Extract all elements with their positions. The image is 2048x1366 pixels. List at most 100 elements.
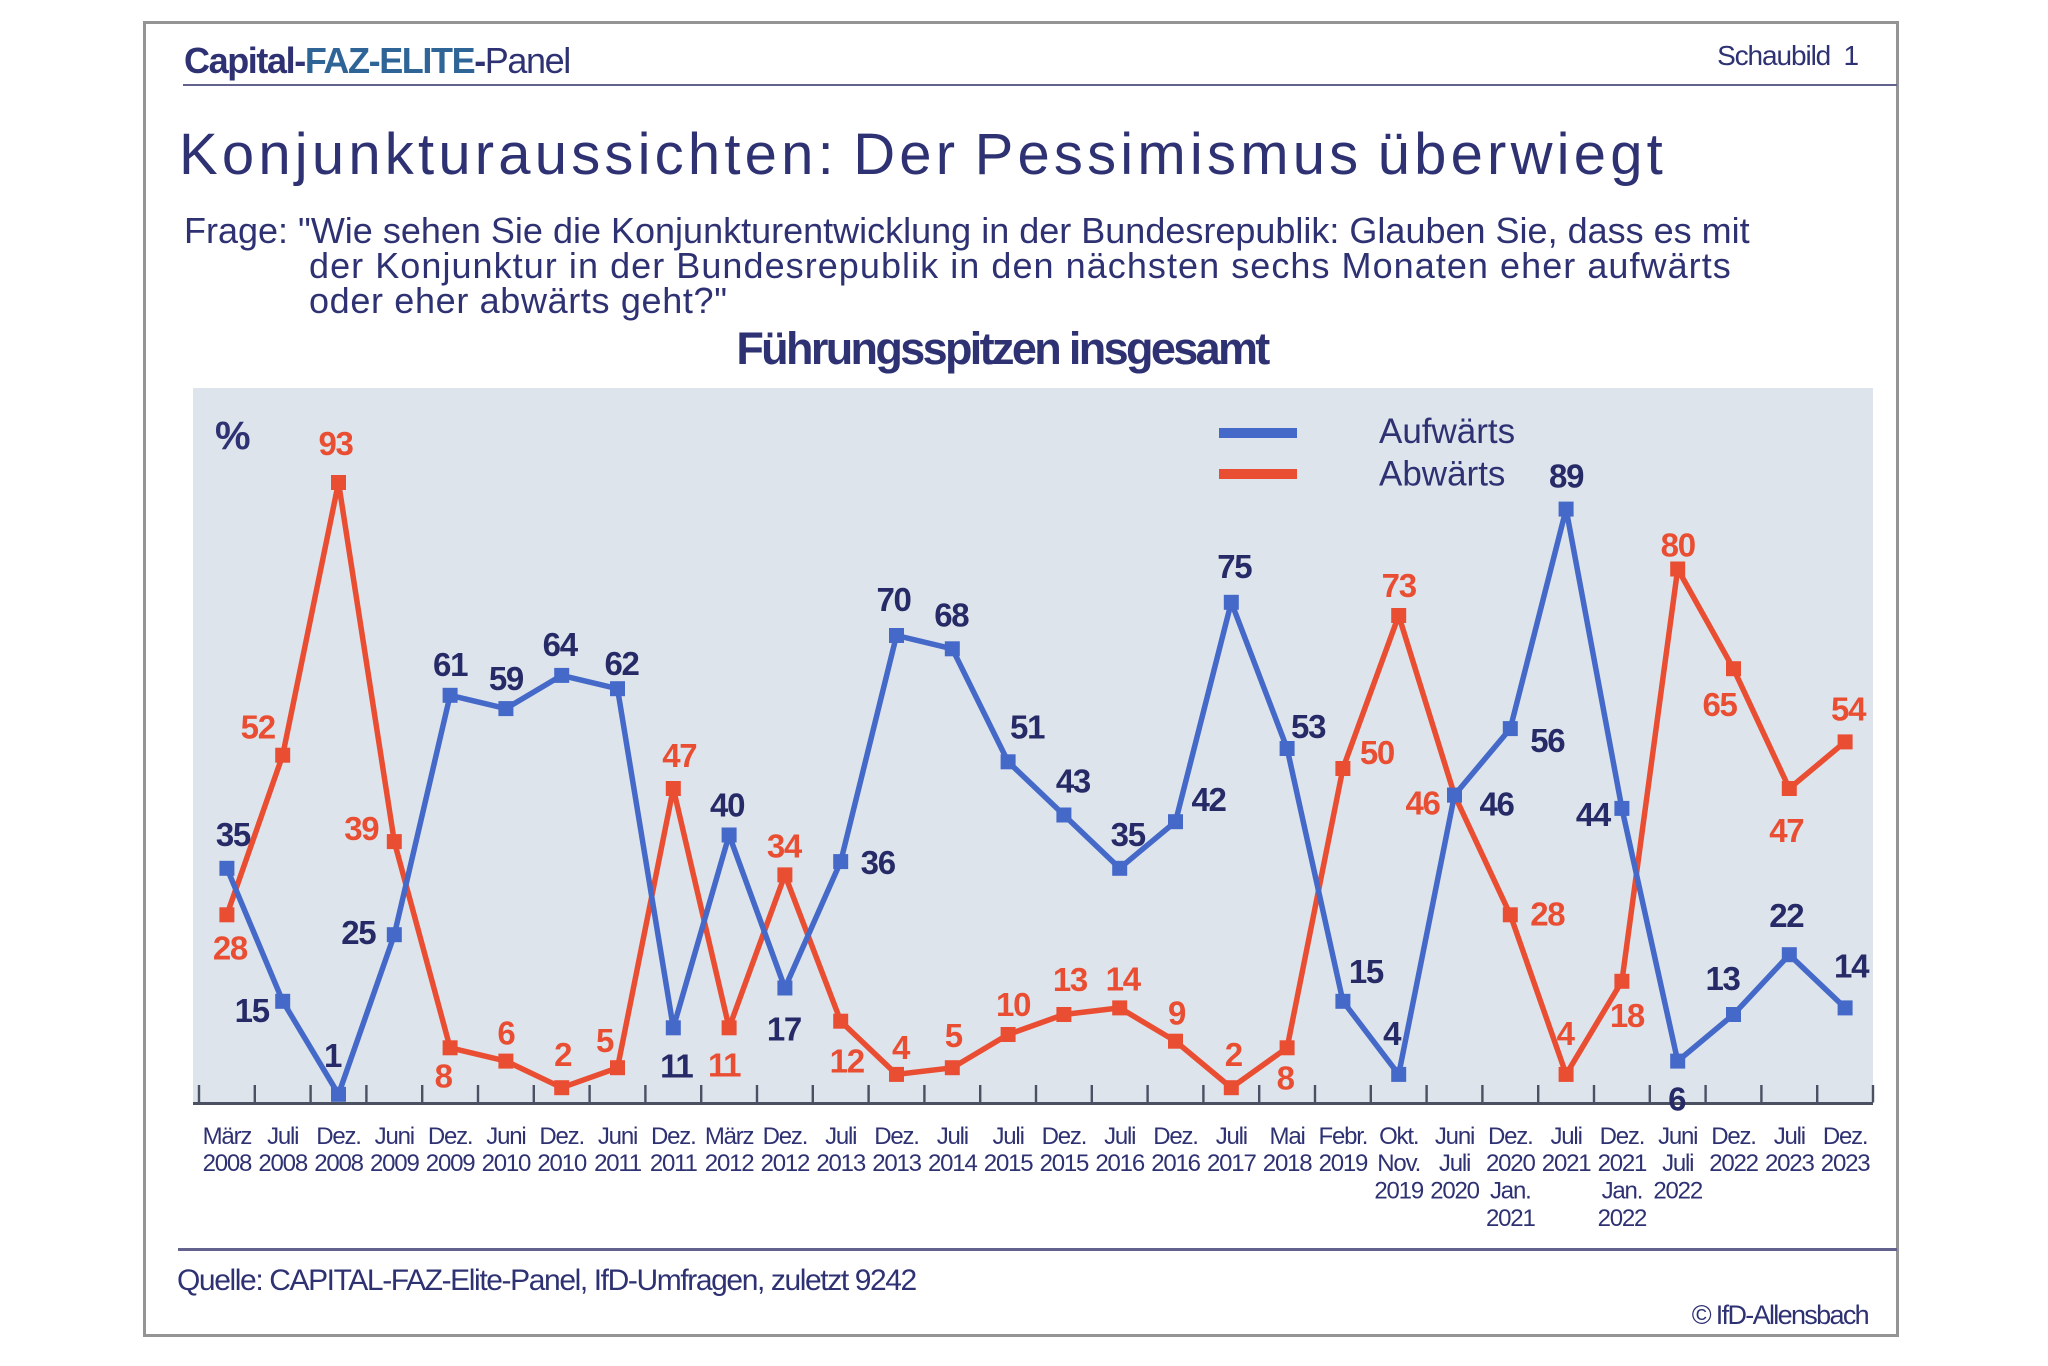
svg-text:2022: 2022 bbox=[1598, 1205, 1647, 1232]
svg-text:6: 6 bbox=[1668, 1081, 1686, 1118]
svg-text:65: 65 bbox=[1702, 686, 1737, 723]
svg-text:Dez.: Dez. bbox=[874, 1123, 919, 1150]
svg-text:93: 93 bbox=[318, 425, 353, 462]
svg-text:36: 36 bbox=[861, 844, 896, 881]
svg-text:2008: 2008 bbox=[258, 1150, 307, 1177]
svg-text:Juli: Juli bbox=[1550, 1123, 1581, 1150]
svg-text:2023: 2023 bbox=[1821, 1150, 1870, 1177]
svg-text:Juni: Juni bbox=[1435, 1123, 1474, 1150]
svg-text:73: 73 bbox=[1382, 567, 1417, 604]
svg-text:47: 47 bbox=[662, 737, 696, 774]
svg-text:Juli: Juli bbox=[1104, 1123, 1135, 1150]
svg-text:2012: 2012 bbox=[705, 1150, 754, 1177]
svg-text:75: 75 bbox=[1217, 548, 1252, 585]
svg-text:52: 52 bbox=[241, 709, 276, 746]
svg-text:2021: 2021 bbox=[1542, 1150, 1591, 1177]
svg-text:2020: 2020 bbox=[1430, 1178, 1479, 1205]
svg-text:2: 2 bbox=[1225, 1036, 1243, 1073]
svg-text:70: 70 bbox=[876, 581, 910, 618]
svg-text:8: 8 bbox=[1277, 1059, 1295, 1096]
svg-text:22: 22 bbox=[1769, 897, 1804, 934]
svg-text:2015: 2015 bbox=[984, 1150, 1033, 1177]
svg-text:61: 61 bbox=[433, 646, 468, 683]
svg-text:Juli: Juli bbox=[937, 1123, 968, 1150]
svg-text:50: 50 bbox=[1360, 734, 1394, 771]
svg-text:4: 4 bbox=[1557, 1015, 1576, 1052]
svg-text:54: 54 bbox=[1831, 690, 1867, 727]
svg-text:13: 13 bbox=[1053, 961, 1088, 998]
svg-text:Dez.: Dez. bbox=[1600, 1123, 1645, 1150]
svg-text:35: 35 bbox=[1111, 816, 1146, 853]
svg-text:12: 12 bbox=[830, 1043, 865, 1080]
svg-text:2009: 2009 bbox=[370, 1150, 419, 1177]
svg-text:2010: 2010 bbox=[482, 1150, 531, 1177]
svg-text:Jan.: Jan. bbox=[1602, 1178, 1643, 1205]
svg-text:13: 13 bbox=[1705, 960, 1740, 997]
svg-text:Juni: Juni bbox=[486, 1123, 525, 1150]
svg-text:2012: 2012 bbox=[761, 1150, 810, 1177]
svg-text:5: 5 bbox=[945, 1017, 963, 1054]
svg-text:46: 46 bbox=[1405, 785, 1440, 822]
svg-text:Juni: Juni bbox=[375, 1123, 414, 1150]
svg-text:18: 18 bbox=[1610, 997, 1645, 1034]
svg-text:Dez.: Dez. bbox=[1711, 1123, 1756, 1150]
svg-text:Dez.: Dez. bbox=[763, 1123, 808, 1150]
svg-text:Dez.: Dez. bbox=[1488, 1123, 1533, 1150]
svg-text:6: 6 bbox=[497, 1015, 515, 1052]
svg-text:2008: 2008 bbox=[314, 1150, 363, 1177]
svg-text:März: März bbox=[203, 1123, 252, 1150]
svg-text:2019: 2019 bbox=[1374, 1178, 1423, 1205]
svg-text:46: 46 bbox=[1479, 786, 1514, 823]
svg-text:2013: 2013 bbox=[816, 1150, 865, 1177]
svg-text:10: 10 bbox=[996, 986, 1030, 1023]
svg-text:2010: 2010 bbox=[537, 1150, 586, 1177]
svg-text:64: 64 bbox=[543, 626, 579, 663]
svg-text:47: 47 bbox=[1769, 812, 1803, 849]
svg-text:80: 80 bbox=[1661, 527, 1695, 564]
svg-text:Aufwärts: Aufwärts bbox=[1379, 412, 1515, 451]
svg-text:40: 40 bbox=[710, 787, 744, 824]
svg-text:Dez.: Dez. bbox=[1042, 1123, 1087, 1150]
svg-text:28: 28 bbox=[213, 929, 248, 966]
svg-text:Nov.: Nov. bbox=[1377, 1150, 1420, 1177]
svg-text:11: 11 bbox=[660, 1047, 693, 1084]
svg-text:5: 5 bbox=[596, 1022, 614, 1059]
svg-text:Juli: Juli bbox=[1439, 1150, 1470, 1177]
svg-text:28: 28 bbox=[1530, 895, 1565, 932]
svg-text:34: 34 bbox=[767, 827, 803, 864]
svg-text:53: 53 bbox=[1291, 708, 1326, 745]
svg-text:Dez.: Dez. bbox=[651, 1123, 696, 1150]
svg-text:2009: 2009 bbox=[426, 1150, 475, 1177]
svg-text:2020: 2020 bbox=[1486, 1150, 1535, 1177]
svg-text:89: 89 bbox=[1549, 458, 1584, 495]
svg-text:9: 9 bbox=[1168, 995, 1186, 1032]
svg-text:25: 25 bbox=[341, 914, 376, 951]
svg-text:59: 59 bbox=[489, 660, 524, 697]
svg-text:51: 51 bbox=[1010, 708, 1045, 745]
svg-text:Juli: Juli bbox=[1216, 1123, 1247, 1150]
svg-text:44: 44 bbox=[1576, 796, 1612, 833]
svg-text:Juli: Juli bbox=[825, 1123, 856, 1150]
svg-text:2021: 2021 bbox=[1486, 1205, 1535, 1232]
svg-text:Juli: Juli bbox=[267, 1123, 298, 1150]
svg-text:2016: 2016 bbox=[1095, 1150, 1144, 1177]
svg-text:35: 35 bbox=[216, 816, 251, 853]
svg-text:Juni: Juni bbox=[1658, 1123, 1697, 1150]
svg-text:2016: 2016 bbox=[1151, 1150, 1200, 1177]
svg-text:2017: 2017 bbox=[1207, 1150, 1256, 1177]
svg-text:2: 2 bbox=[554, 1036, 572, 1073]
svg-text:2011: 2011 bbox=[594, 1150, 642, 1177]
svg-text:%: % bbox=[215, 414, 251, 458]
svg-text:Abwärts: Abwärts bbox=[1379, 455, 1505, 494]
svg-text:Juli: Juli bbox=[1662, 1150, 1693, 1177]
svg-text:2013: 2013 bbox=[872, 1150, 921, 1177]
svg-text:2015: 2015 bbox=[1040, 1150, 1089, 1177]
svg-text:2008: 2008 bbox=[203, 1150, 252, 1177]
svg-text:8: 8 bbox=[435, 1057, 453, 1094]
svg-text:Okt.: Okt. bbox=[1379, 1123, 1418, 1150]
svg-text:Dez.: Dez. bbox=[316, 1123, 361, 1150]
svg-text:15: 15 bbox=[1349, 953, 1384, 990]
svg-text:4: 4 bbox=[892, 1029, 911, 1066]
svg-text:1: 1 bbox=[324, 1037, 342, 1074]
svg-text:Febr.: Febr. bbox=[1319, 1123, 1368, 1150]
